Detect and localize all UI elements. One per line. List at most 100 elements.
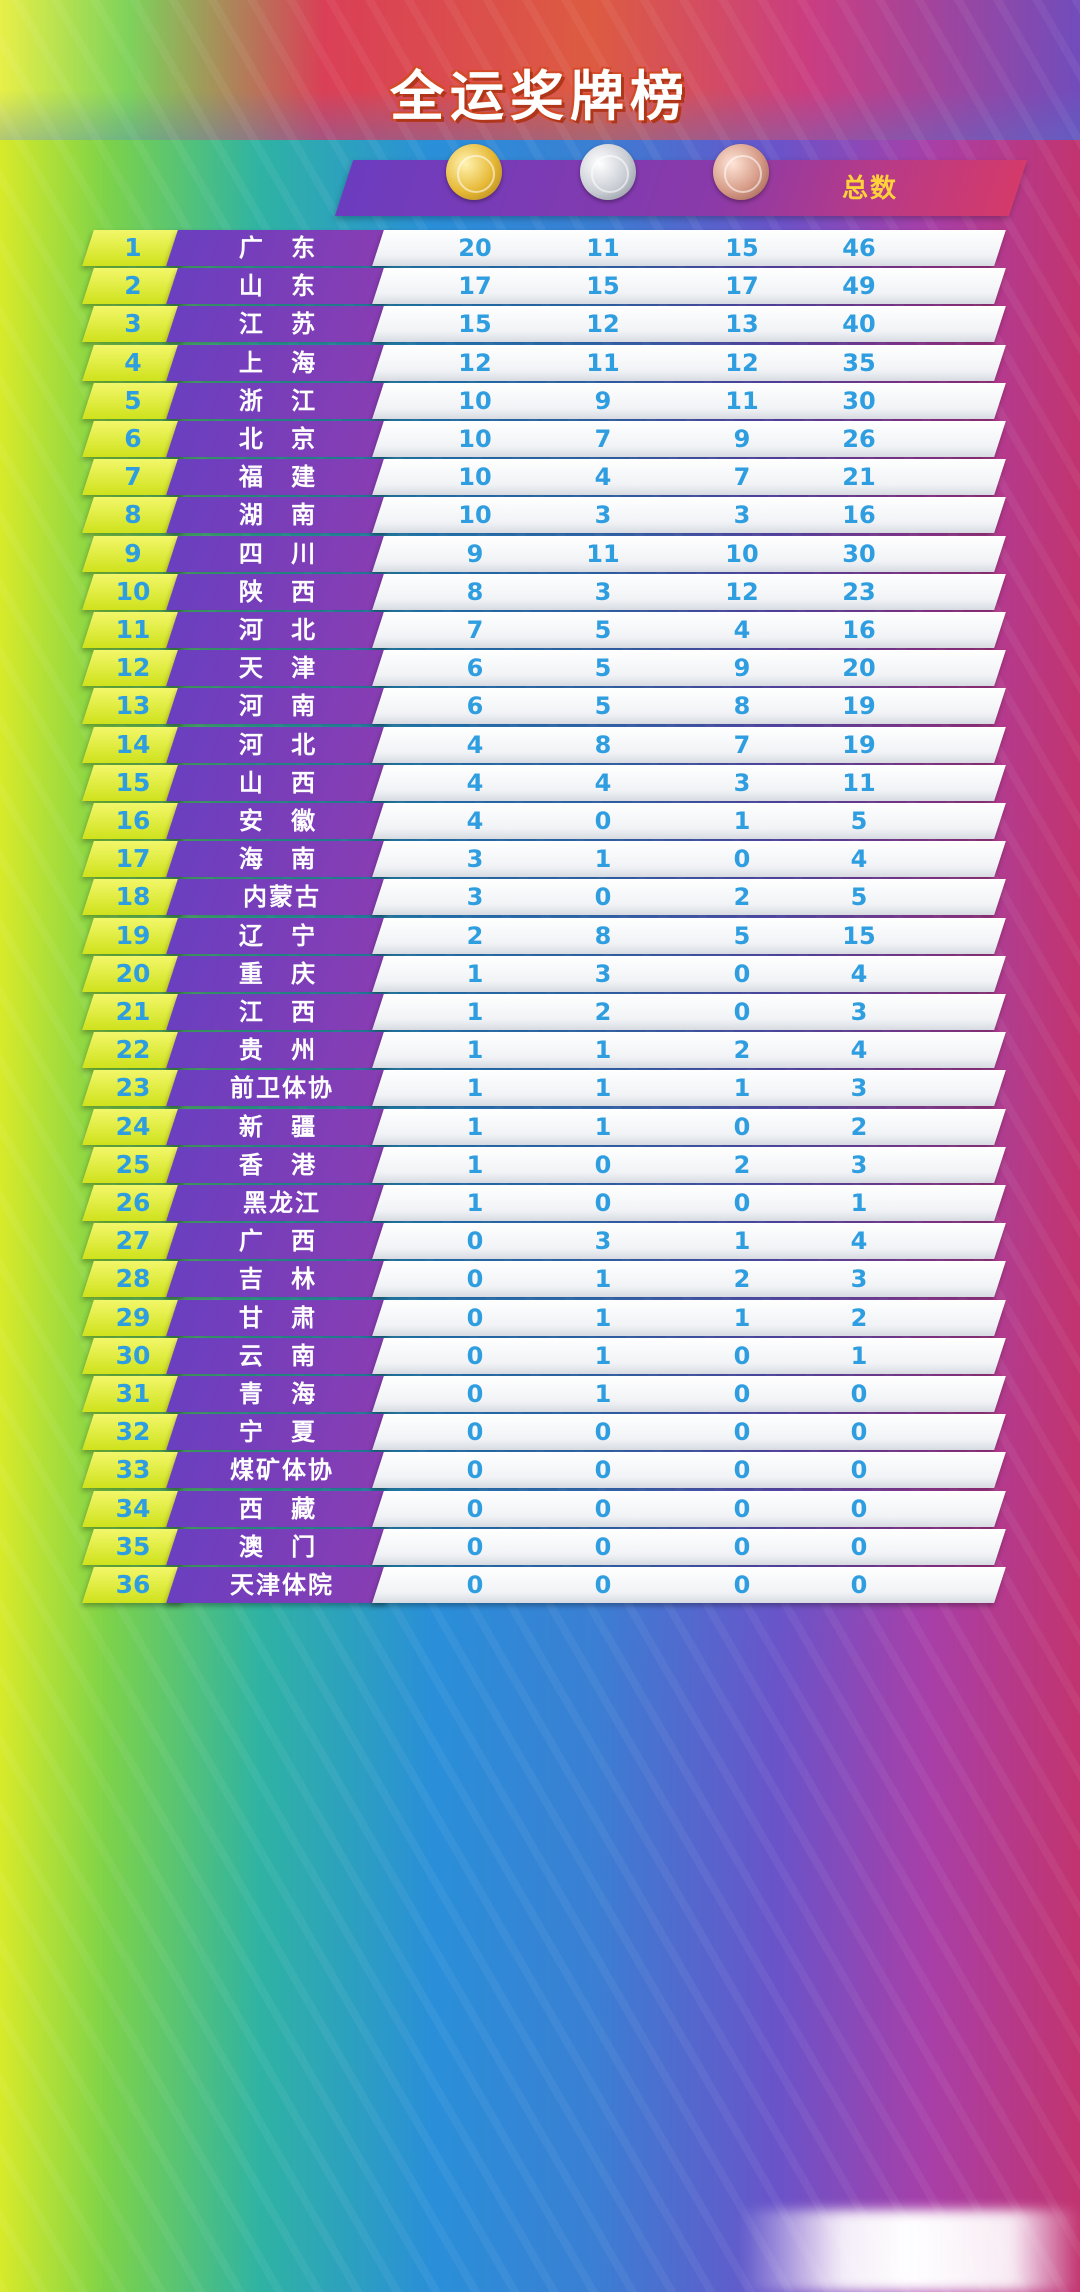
gold-count: 0 bbox=[466, 1418, 484, 1446]
bronze-count: 17 bbox=[725, 272, 759, 300]
bronze-count: 11 bbox=[725, 387, 759, 415]
team-name: 江 西 bbox=[238, 998, 326, 1026]
rank-number: 25 bbox=[115, 1150, 151, 1179]
bronze-count: 2 bbox=[733, 883, 751, 911]
team-name: 海 南 bbox=[238, 845, 326, 873]
gold-count: 7 bbox=[466, 616, 484, 644]
rank-number: 13 bbox=[115, 691, 151, 720]
rank-number: 2 bbox=[124, 271, 142, 300]
total-count: 5 bbox=[850, 807, 868, 835]
silver-count: 2 bbox=[594, 998, 612, 1026]
table-row: 16 安 徽 4 0 1 5 bbox=[0, 799, 1080, 843]
silver-count: 1 bbox=[594, 1342, 612, 1370]
table-row: 12 天 津 6 5 9 20 bbox=[0, 646, 1080, 690]
rank-number: 34 bbox=[115, 1494, 151, 1523]
rank-number: 22 bbox=[115, 1035, 151, 1064]
gold-count: 9 bbox=[466, 540, 484, 568]
rank-number: 8 bbox=[124, 500, 142, 529]
gold-count: 4 bbox=[466, 769, 484, 797]
total-count: 11 bbox=[842, 769, 876, 797]
table-row: 24 新 疆 1 1 0 2 bbox=[0, 1105, 1080, 1149]
team-name: 河 北 bbox=[238, 731, 326, 759]
bronze-medal-icon bbox=[713, 144, 769, 200]
gold-count: 20 bbox=[458, 234, 492, 262]
silver-count: 1 bbox=[594, 1113, 612, 1141]
table-row: 13 河 南 6 5 8 19 bbox=[0, 684, 1080, 728]
silver-count: 1 bbox=[594, 1304, 612, 1332]
rank-number: 9 bbox=[124, 539, 142, 568]
total-count: 5 bbox=[850, 883, 868, 911]
team-name: 青 海 bbox=[238, 1380, 326, 1408]
total-count: 1 bbox=[850, 1342, 868, 1370]
total-count: 46 bbox=[842, 234, 876, 262]
table-row: 21 江 西 1 2 0 3 bbox=[0, 990, 1080, 1034]
rank-number: 16 bbox=[115, 806, 151, 835]
silver-count: 5 bbox=[594, 616, 612, 644]
rank-number: 5 bbox=[124, 386, 142, 415]
silver-medal-icon bbox=[580, 144, 636, 200]
bronze-count: 1 bbox=[733, 1304, 751, 1332]
table-row: 20 重 庆 1 3 0 4 bbox=[0, 952, 1080, 996]
table-row: 4 上 海 12 11 12 35 bbox=[0, 341, 1080, 385]
total-count: 0 bbox=[850, 1533, 868, 1561]
silver-count: 3 bbox=[594, 578, 612, 606]
rank-number: 30 bbox=[115, 1341, 151, 1370]
table-row: 6 北 京 10 7 9 26 bbox=[0, 417, 1080, 461]
rank-number: 24 bbox=[115, 1112, 151, 1141]
gold-count: 10 bbox=[458, 425, 492, 453]
team-name: 福 建 bbox=[238, 463, 326, 491]
total-count: 30 bbox=[842, 540, 876, 568]
table-row: 19 辽 宁 2 8 5 15 bbox=[0, 914, 1080, 958]
bronze-count: 13 bbox=[725, 310, 759, 338]
rank-number: 23 bbox=[115, 1073, 151, 1102]
team-name: 山 西 bbox=[238, 769, 326, 797]
silver-count: 8 bbox=[594, 731, 612, 759]
bronze-count: 0 bbox=[733, 960, 751, 988]
team-name: 安 徽 bbox=[238, 807, 326, 835]
team-name: 北 京 bbox=[238, 425, 326, 453]
silver-count: 1 bbox=[594, 1074, 612, 1102]
gold-count: 1 bbox=[466, 998, 484, 1026]
team-name: 西 藏 bbox=[238, 1495, 326, 1523]
silver-count: 1 bbox=[594, 1265, 612, 1293]
rank-number: 6 bbox=[124, 424, 142, 453]
gold-count: 1 bbox=[466, 960, 484, 988]
rank-number: 36 bbox=[115, 1570, 151, 1599]
silver-count: 4 bbox=[594, 769, 612, 797]
bronze-count: 0 bbox=[733, 998, 751, 1026]
total-count: 21 bbox=[842, 463, 876, 491]
bronze-count: 0 bbox=[733, 1189, 751, 1217]
table-row: 9 四 川 9 11 10 30 bbox=[0, 532, 1080, 576]
bronze-count: 15 bbox=[725, 234, 759, 262]
total-count: 2 bbox=[850, 1304, 868, 1332]
total-count: 4 bbox=[850, 1036, 868, 1064]
bronze-count: 4 bbox=[733, 616, 751, 644]
total-count: 0 bbox=[850, 1456, 868, 1484]
bronze-count: 5 bbox=[733, 922, 751, 950]
gold-count: 0 bbox=[466, 1495, 484, 1523]
table-row: 1 广 东 20 11 15 46 bbox=[0, 226, 1080, 270]
table-row: 7 福 建 10 4 7 21 bbox=[0, 455, 1080, 499]
rank-number: 28 bbox=[115, 1264, 151, 1293]
total-count: 20 bbox=[842, 654, 876, 682]
bronze-count: 9 bbox=[733, 425, 751, 453]
bronze-count: 3 bbox=[733, 501, 751, 529]
rank-number: 31 bbox=[115, 1379, 151, 1408]
rank-number: 21 bbox=[115, 997, 151, 1026]
table-row: 25 香 港 1 0 2 3 bbox=[0, 1143, 1080, 1187]
silver-count: 3 bbox=[594, 1227, 612, 1255]
rank-number: 7 bbox=[124, 462, 142, 491]
table-row: 34 西 藏 0 0 0 0 bbox=[0, 1487, 1080, 1531]
bronze-count: 0 bbox=[733, 845, 751, 873]
silver-count: 0 bbox=[594, 883, 612, 911]
total-count: 0 bbox=[850, 1571, 868, 1599]
table-row: 5 浙 江 10 9 11 30 bbox=[0, 379, 1080, 423]
gold-count: 1 bbox=[466, 1151, 484, 1179]
team-name: 山 东 bbox=[238, 272, 326, 300]
rank-number: 10 bbox=[115, 577, 151, 606]
table-row: 18 内蒙古 3 0 2 5 bbox=[0, 875, 1080, 919]
silver-count: 0 bbox=[594, 1189, 612, 1217]
team-name: 陕 西 bbox=[238, 578, 326, 606]
silver-count: 1 bbox=[594, 845, 612, 873]
